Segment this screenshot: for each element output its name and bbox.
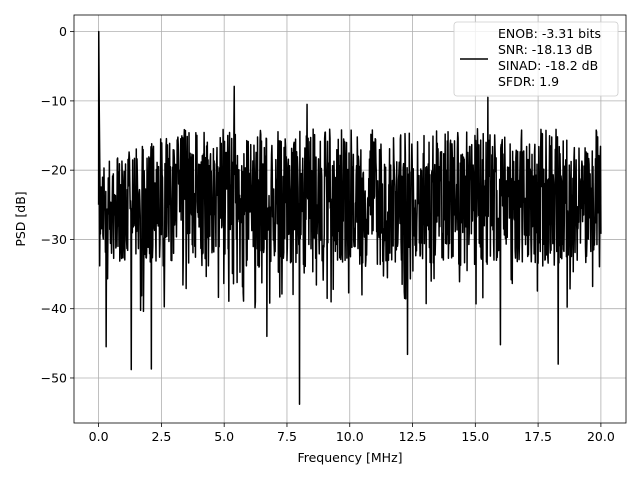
x-tick-label: 0.0 xyxy=(89,429,109,444)
y-tick-label: −50 xyxy=(41,370,67,385)
legend-box xyxy=(453,21,619,97)
x-tick-label: 17.5 xyxy=(524,429,552,444)
y-axis-label: PSD [dB] xyxy=(13,191,28,246)
legend: ENOB: -3.31 bits SNR: -18.13 dB SINAD: -… xyxy=(453,21,619,97)
legend-entry-sinad: SINAD: -18.2 dB xyxy=(498,58,598,73)
x-tick-label: 20.0 xyxy=(587,429,615,444)
x-tick-label: 7.5 xyxy=(277,429,297,444)
axes-ticks: 0.0 2.5 5.0 7.5 10.0 12.5 15.0 17.5 20.0 0 −10 −20 −… xyxy=(41,24,615,444)
x-tick-label: 15.0 xyxy=(461,429,489,444)
y-tick-label: 0 xyxy=(59,24,67,39)
y-tick-label: −10 xyxy=(41,93,67,108)
x-tick-label: 5.0 xyxy=(214,429,234,444)
y-tick-label: −20 xyxy=(41,163,67,178)
x-axis-label: Frequency [MHz] xyxy=(297,450,402,465)
legend-entry-snr: SNR: -18.13 dB xyxy=(498,42,593,57)
legend-entry-enob: ENOB: -3.31 bits xyxy=(498,26,601,41)
y-tick-label: −30 xyxy=(41,232,67,247)
psd-series xyxy=(97,30,602,406)
legend-entry-sfdr: SFDR: 1.9 xyxy=(498,74,559,89)
psd-line xyxy=(97,30,602,406)
y-tick-label: −40 xyxy=(41,301,67,316)
x-tick-label: 12.5 xyxy=(399,429,427,444)
x-tick-label: 2.5 xyxy=(151,429,171,444)
x-tick-label: 10.0 xyxy=(336,429,364,444)
